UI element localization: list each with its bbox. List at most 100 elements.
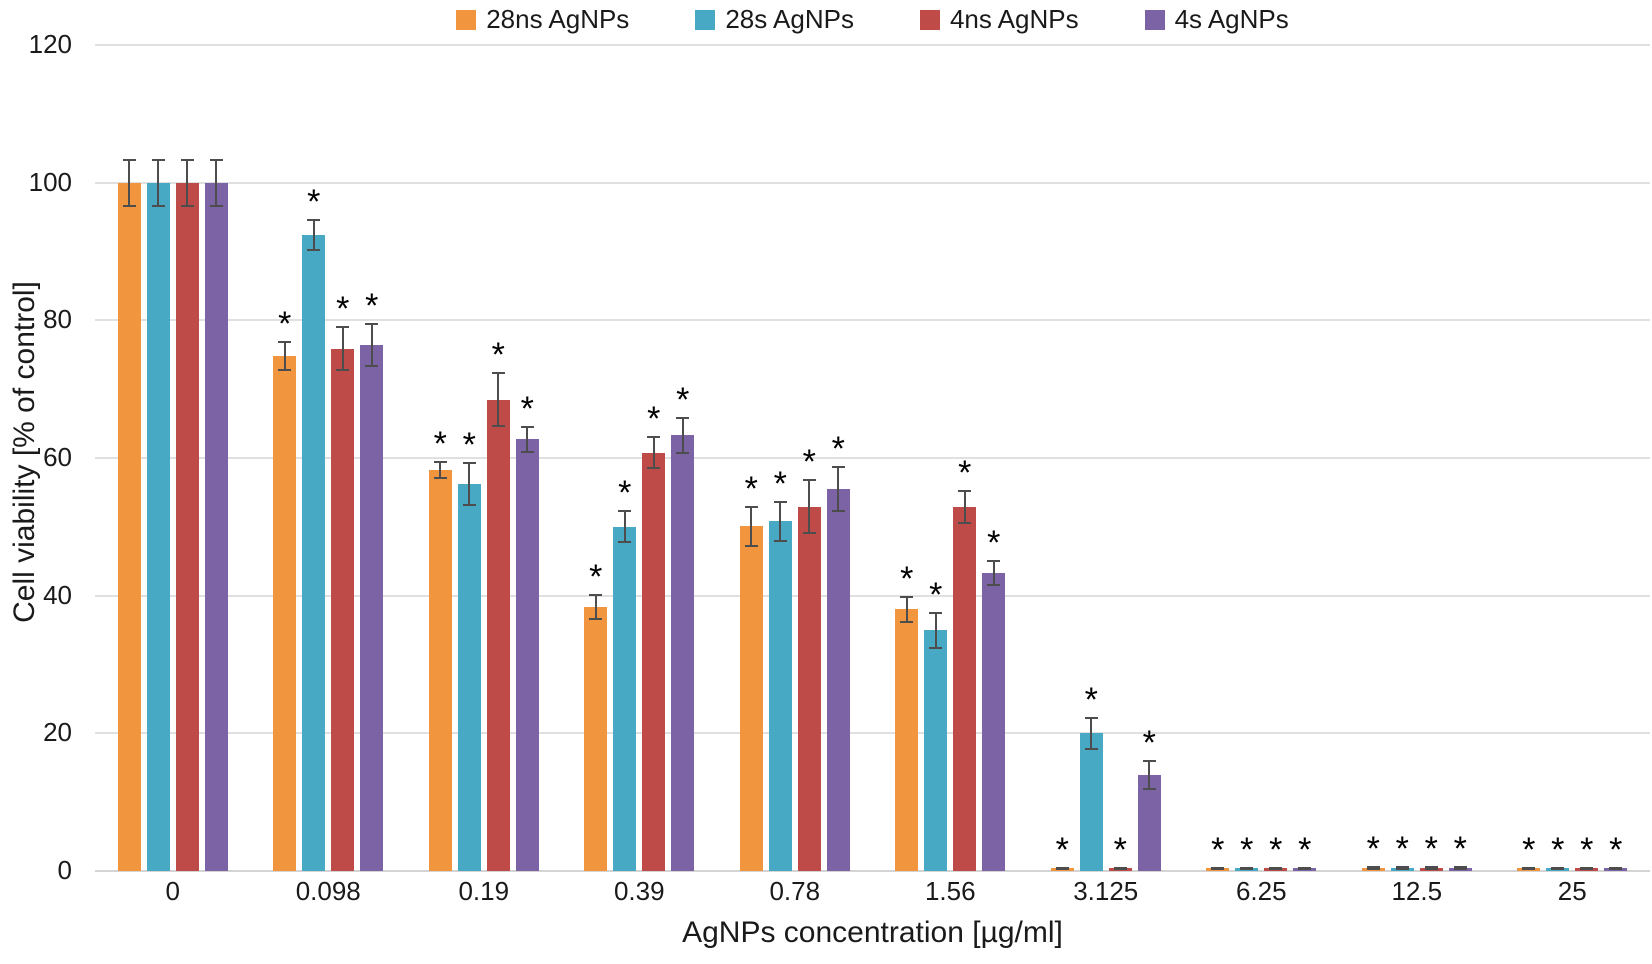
error-bar-cap: [336, 325, 350, 328]
significance-star: *: [1055, 830, 1069, 869]
error-bar: [341, 325, 344, 372]
bar: [428, 470, 452, 871]
error-bar-cap: [278, 340, 292, 343]
significance-star: *: [1424, 829, 1438, 868]
error-bar: [1459, 865, 1462, 870]
error-bar-cap: [987, 584, 1001, 587]
error-bar-cap: [1055, 866, 1069, 869]
significance-star: *: [1211, 830, 1225, 869]
bar: [486, 399, 510, 871]
plot-area: * * * * * * * * * * * * * * * * * * * * * * * * * * * * * * * * * * * *: [95, 44, 1650, 872]
legend: 28ns AgNPs 28s AgNPs 4ns AgNPs 4s AgNPs: [95, 4, 1650, 35]
significance-star: *: [676, 380, 690, 419]
bar: [642, 452, 666, 871]
error-bar-cap: [491, 425, 505, 428]
error-bar-cap: [1211, 867, 1225, 870]
error-bar: [526, 426, 529, 453]
error-bar: [750, 505, 753, 547]
significance-star: *: [1084, 680, 1098, 719]
error-bar: [837, 465, 840, 513]
error-bar-cap: [676, 416, 690, 419]
legend-label: 28ns AgNPs: [486, 4, 630, 34]
bar: [584, 607, 608, 871]
error-bar-cap: [1522, 866, 1536, 869]
error-bar-cap: [1580, 866, 1594, 869]
error-bar: [283, 341, 286, 372]
significance-star: *: [958, 453, 972, 492]
significance-star: *: [589, 558, 603, 597]
legend-label: 28s AgNPs: [725, 4, 854, 34]
bar: [360, 345, 384, 871]
error-bar-cap: [209, 158, 223, 161]
error-bar: [808, 479, 811, 535]
error-bar: [157, 158, 160, 207]
error-bar-cap: [773, 539, 787, 542]
bar: [826, 488, 850, 871]
significance-star: *: [744, 469, 758, 508]
significance-star: *: [802, 443, 816, 482]
error-bar-cap: [1424, 865, 1438, 868]
error-bar: [1090, 716, 1093, 750]
significance-star: *: [1113, 830, 1127, 869]
significance-star: *: [1609, 830, 1623, 869]
error-bar-cap: [433, 461, 447, 464]
significance-star: *: [462, 426, 476, 465]
bar: [302, 234, 326, 871]
significance-star: *: [278, 304, 292, 343]
bar: [768, 521, 792, 871]
error-bar: [934, 611, 937, 649]
bar: [671, 435, 695, 871]
error-bar-cap: [647, 435, 661, 438]
bar: [331, 348, 355, 871]
significance-star: *: [929, 575, 943, 614]
error-bar-cap: [1609, 867, 1623, 870]
legend-item: 28s AgNPs: [695, 4, 854, 35]
error-bar-cap: [773, 500, 787, 503]
significance-star: *: [1142, 723, 1156, 762]
bar: [895, 609, 919, 871]
error-bar-cap: [1551, 866, 1565, 869]
bar: [982, 572, 1006, 871]
y-tick-label: 120: [28, 29, 72, 59]
significance-star: *: [618, 474, 632, 513]
error-bar-cap: [676, 451, 690, 454]
error-bar: [215, 158, 218, 207]
bar: [924, 630, 948, 871]
y-tick-label: 80: [43, 304, 72, 335]
error-bar: [623, 510, 626, 544]
error-bar-cap: [180, 158, 194, 161]
significance-star: *: [987, 523, 1001, 562]
error-bar: [128, 158, 131, 207]
error-bar: [681, 416, 684, 454]
error-bar-cap: [618, 510, 632, 513]
bar: [797, 506, 821, 871]
x-tick-label: 0.098: [295, 876, 361, 906]
legend-label: 4s AgNPs: [1174, 4, 1289, 34]
x-tick-label: 0.19: [458, 876, 510, 906]
significance-star: *: [1240, 830, 1254, 869]
error-bar: [1430, 865, 1433, 870]
significance-star: *: [1269, 830, 1283, 869]
error-bar-cap: [831, 510, 845, 513]
error-bar-cap: [278, 369, 292, 372]
error-bar-cap: [1269, 866, 1283, 869]
error-bar: [1372, 865, 1375, 870]
bar: [739, 526, 763, 871]
error-bar-cap: [744, 505, 758, 508]
bar: [146, 182, 170, 871]
x-tick-label: 6.25: [1235, 876, 1287, 906]
error-bar-cap: [1113, 867, 1127, 870]
significance-star: *: [773, 464, 787, 503]
bar: [953, 506, 977, 871]
error-bar: [1401, 865, 1404, 870]
error-bar-cap: [1366, 867, 1380, 870]
error-bar: [652, 435, 655, 470]
error-bar-cap: [1113, 866, 1127, 869]
error-bar-cap: [647, 467, 661, 470]
significance-star: *: [831, 429, 845, 468]
error-bar-cap: [1055, 867, 1069, 870]
error-bar-cap: [1395, 867, 1409, 870]
significance-star: *: [365, 287, 379, 326]
error-bar-cap: [1366, 865, 1380, 868]
error-bar-cap: [520, 426, 534, 429]
